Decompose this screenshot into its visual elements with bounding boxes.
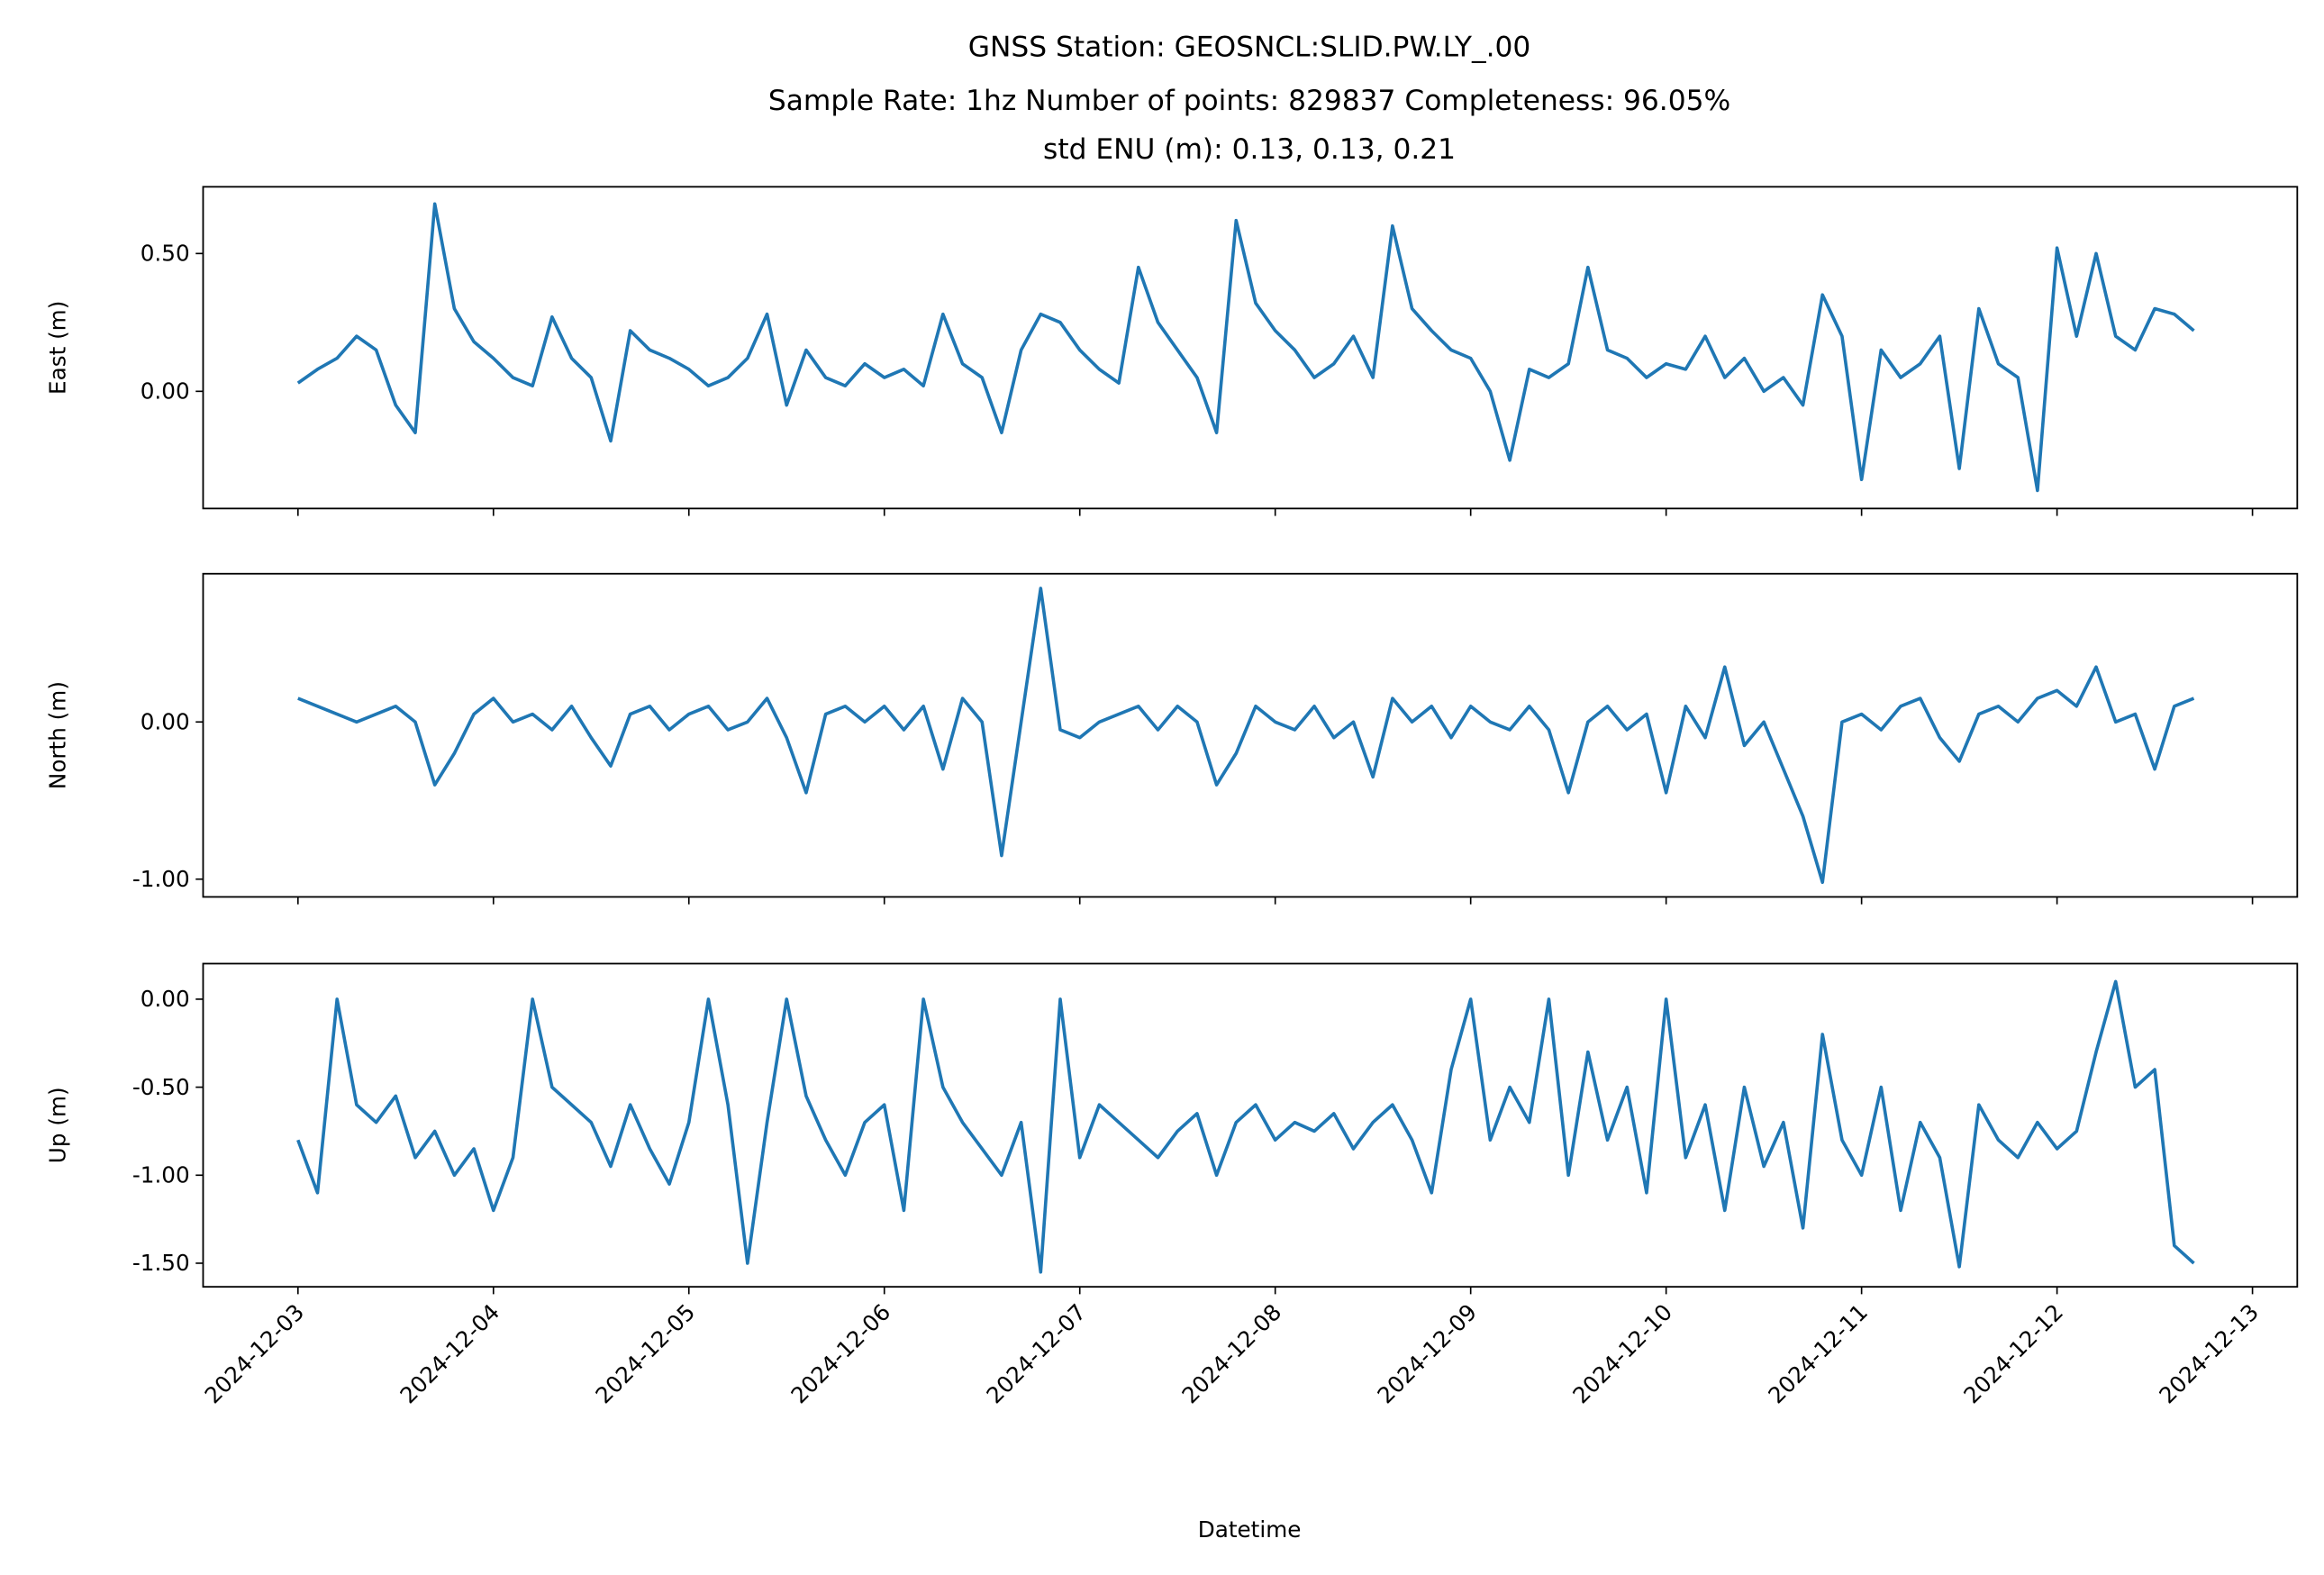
y-tick-label: 0.00 <box>141 708 190 734</box>
title-line: std ENU (m): 0.13, 0.13, 0.21 <box>1043 133 1456 166</box>
y-tick-label: -1.50 <box>132 1250 190 1276</box>
title-line: GNSS Station: GEOSNCL:SLID.PW.LY_.00 <box>968 32 1531 64</box>
y-tick-label: 0.50 <box>141 241 190 267</box>
x-axis-label: Datetime <box>1198 1516 1302 1543</box>
axes-frame <box>202 186 2299 510</box>
y-tick-label: 0.00 <box>141 986 190 1012</box>
y-tick-label: -1.00 <box>132 1162 190 1188</box>
y-tick-label: 0.00 <box>141 378 190 405</box>
series-line <box>296 979 2195 1274</box>
y-axis-label: North (m) <box>44 681 70 789</box>
axes-frame <box>202 572 2299 898</box>
series-line <box>296 202 2195 493</box>
y-tick-label: -1.00 <box>132 866 190 892</box>
axes-frame <box>202 962 2299 1288</box>
title-line: Sample Rate: 1hz Number of points: 82983… <box>768 85 1730 117</box>
y-tick-label: -0.50 <box>132 1074 190 1100</box>
y-axis-label: Up (m) <box>44 1087 70 1163</box>
y-axis-label: East (m) <box>44 301 70 395</box>
series-line <box>297 587 2195 885</box>
